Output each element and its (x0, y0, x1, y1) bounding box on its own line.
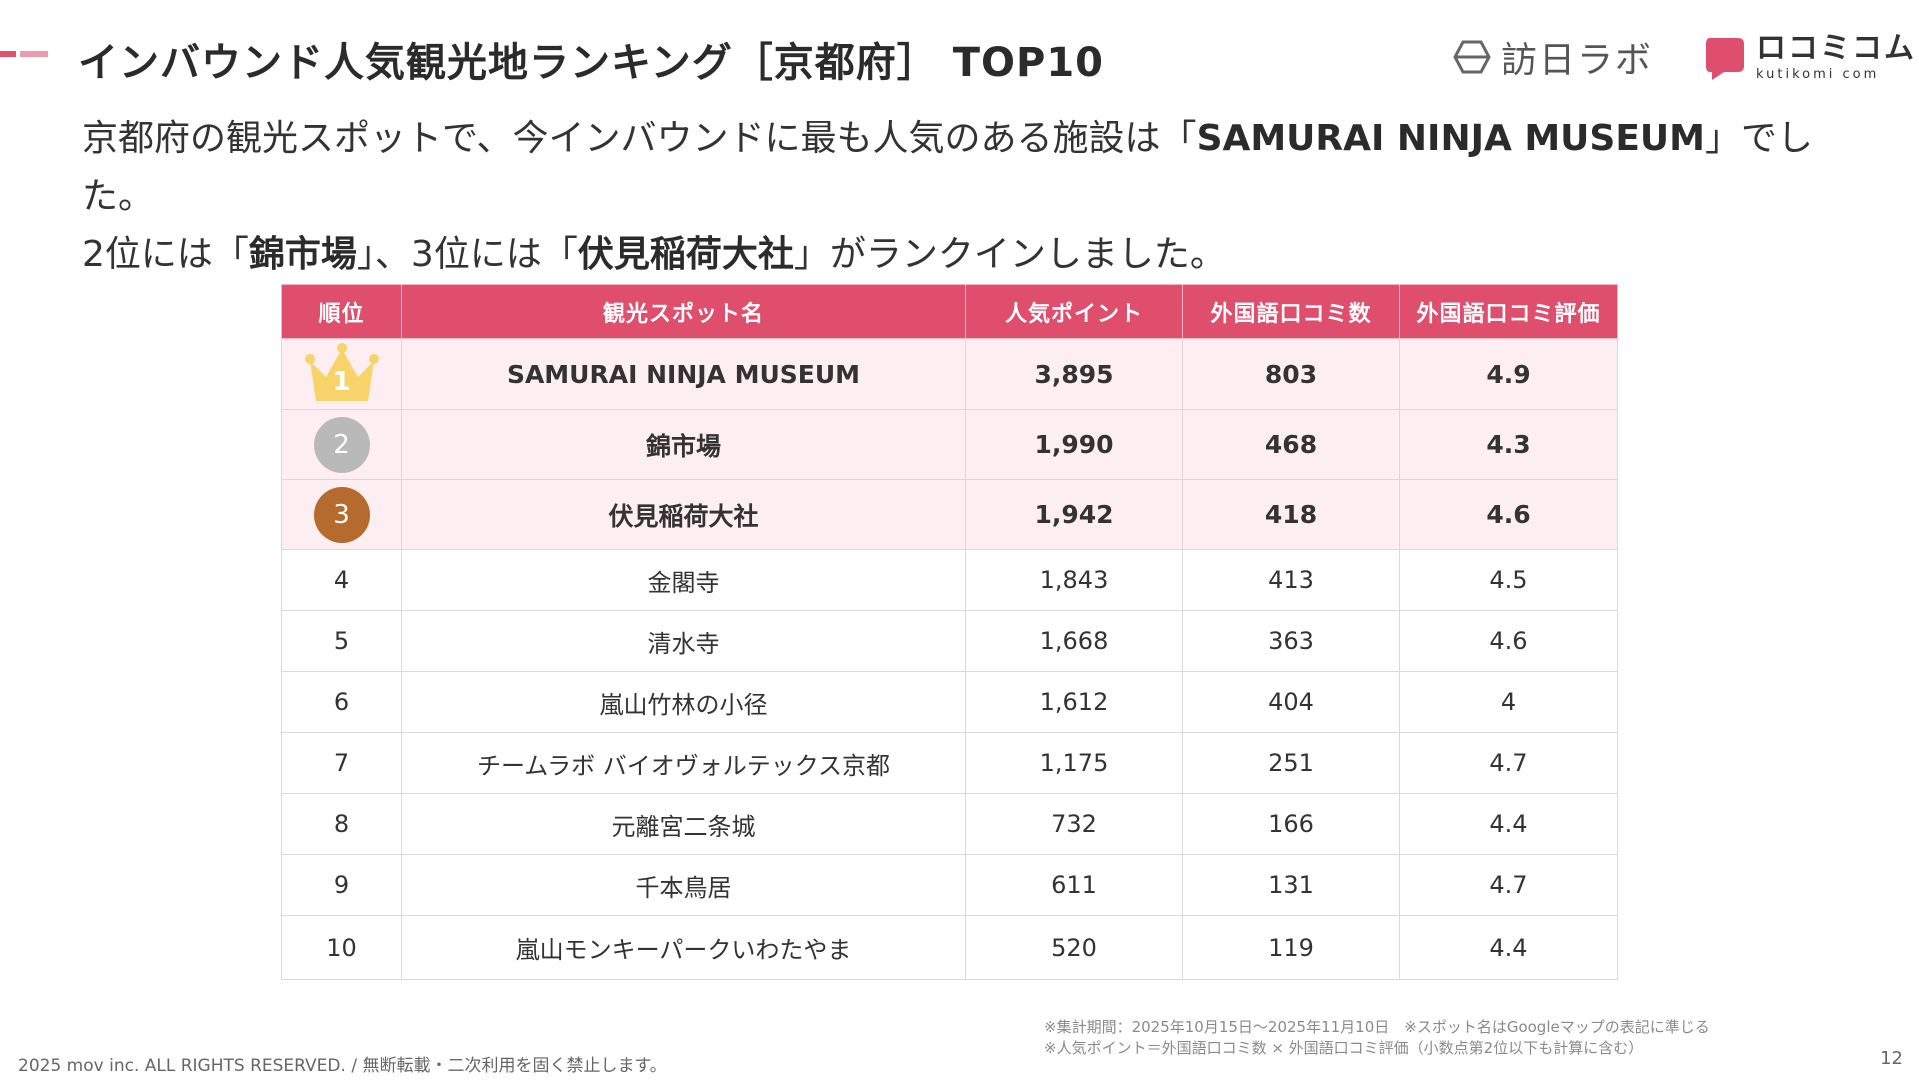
rank-cell: 5 (281, 610, 402, 672)
rank-number: 1 (332, 367, 351, 397)
spot-name: 錦市場 (401, 409, 966, 480)
kuchikomi-logo-en: kutikomi com (1756, 67, 1880, 82)
rank-cell: 6 (281, 671, 402, 733)
popularity-points: 1,668 (965, 610, 1183, 672)
table-row: 3 伏見稲荷大社 1,942 418 4.6 (281, 479, 1618, 550)
table-row: 2 錦市場 1,990 468 4.3 (281, 409, 1618, 480)
popularity-points: 1,843 (965, 549, 1183, 611)
gold-crown-icon: 1 (302, 343, 382, 405)
header-spot-name: 観光スポット名 (401, 284, 966, 339)
lead-paragraph-1: 京都府の観光スポットで、今インバウンドに最も人気のある施設は「SAMURAI N… (82, 118, 1814, 217)
houni-labo-mark-icon (1453, 40, 1491, 74)
spot-name: 清水寺 (401, 610, 966, 672)
rank-cell: 2 (281, 409, 402, 480)
rank-cell: 4 (281, 549, 402, 611)
footnotes: ※集計期間：2025年10月15日〜2025年11月10日 ※スポット名はGoo… (1044, 1017, 1710, 1059)
spot-name: 金閣寺 (401, 549, 966, 611)
review-rating: 4.7 (1399, 732, 1618, 794)
popularity-points: 1,942 (965, 479, 1183, 550)
spot-name: SAMURAI NINJA MUSEUM (401, 338, 966, 410)
lead-paragraph-2: 2位には「錦市場」、3位には「伏見稲荷大社」がランクインしました。 (82, 234, 1226, 275)
lead-text: 京都府の観光スポットで、今インバウンドに最も人気のある施設は「SAMURAI N… (82, 110, 1822, 284)
review-rating: 4.6 (1399, 479, 1618, 550)
copyright-notice: 2025 mov inc. ALL RIGHTS RESERVED. / 無断転… (18, 1056, 667, 1076)
header-review-count: 外国語口コミ数 (1182, 284, 1400, 339)
review-count: 131 (1182, 854, 1400, 916)
spot-name: 伏見稲荷大社 (401, 479, 966, 550)
kuchikomi-logo-jp: ロコミコム (1756, 31, 1916, 66)
popularity-points: 1,175 (965, 732, 1183, 794)
review-rating: 4.4 (1399, 915, 1618, 980)
review-rating: 4 (1399, 671, 1618, 733)
review-rating: 4.3 (1399, 409, 1618, 480)
rank-cell: 7 (281, 732, 402, 794)
review-count: 251 (1182, 732, 1400, 794)
page-number: 12 (1880, 1048, 1903, 1069)
popularity-points: 611 (965, 854, 1183, 916)
silver-medal-icon: 2 (313, 416, 370, 473)
header-points: 人気ポイント (965, 284, 1183, 339)
rank-cell: 1 (281, 338, 402, 410)
accent-bar-dark (0, 51, 16, 57)
table-row: 8 元離宮二条城 732 166 4.4 (281, 793, 1618, 855)
review-rating: 4.5 (1399, 549, 1618, 611)
houni-labo-logo-text: 訪日ラボ (1501, 40, 1654, 81)
table-row: 4 金閣寺 1,843 413 4.5 (281, 549, 1618, 611)
review-count: 119 (1182, 915, 1400, 980)
review-count: 803 (1182, 338, 1400, 410)
page-title: インバウンド人気観光地ランキング［京都府］ TOP10 (78, 40, 1104, 86)
review-count: 363 (1182, 610, 1400, 672)
lead-highlight-fushimi: 伏見稲荷大社 (577, 234, 794, 275)
rank-cell: 9 (281, 854, 402, 916)
review-rating: 4.7 (1399, 854, 1618, 916)
spot-name: 嵐山モンキーパークいわたやま (401, 915, 966, 980)
popularity-points: 1,612 (965, 671, 1183, 733)
table-header-row: 順位 観光スポット名 人気ポイント 外国語口コミ数 外国語口コミ評価 (281, 284, 1618, 339)
ranking-table: 順位 観光スポット名 人気ポイント 外国語口コミ数 外国語口コミ評価 1 S (281, 284, 1618, 980)
popularity-points: 520 (965, 915, 1183, 980)
spot-name: 千本鳥居 (401, 854, 966, 916)
review-count: 166 (1182, 793, 1400, 855)
table-row: 1 SAMURAI NINJA MUSEUM 3,895 803 4.9 (281, 338, 1618, 410)
spot-name: チームラボ バイオヴォルテックス京都 (401, 732, 966, 794)
table-row: 9 千本鳥居 611 131 4.7 (281, 854, 1618, 916)
header-review-rating: 外国語口コミ評価 (1399, 284, 1618, 339)
table-row: 7 チームラボ バイオヴォルテックス京都 1,175 251 4.7 (281, 732, 1618, 794)
spot-name: 嵐山竹林の小径 (401, 671, 966, 733)
table-row: 6 嵐山竹林の小径 1,612 404 4 (281, 671, 1618, 733)
popularity-points: 1,990 (965, 409, 1183, 480)
title-accent-bar (0, 51, 48, 57)
review-rating: 4.6 (1399, 610, 1618, 672)
footnote-line-1: ※集計期間：2025年10月15日〜2025年11月10日 ※スポット名はGoo… (1044, 1018, 1710, 1036)
review-count: 418 (1182, 479, 1400, 550)
review-count: 413 (1182, 549, 1400, 611)
rank-cell: 10 (281, 915, 402, 980)
review-rating: 4.4 (1399, 793, 1618, 855)
lead-highlight-museum: SAMURAI NINJA MUSEUM (1196, 118, 1705, 159)
kuchikomi-com-logo: ロコミコム kutikomi com (1706, 34, 1916, 81)
rank-cell: 8 (281, 793, 402, 855)
review-rating: 4.9 (1399, 338, 1618, 410)
speech-bubble-icon (1706, 37, 1744, 80)
footnote-line-2: ※人気ポイント＝外国語口コミ数 × 外国語口コミ評価（小数点第2位以下も計算に含… (1044, 1039, 1644, 1057)
lead-highlight-nishiki: 錦市場 (248, 234, 357, 275)
table-row: 10 嵐山モンキーパークいわたやま 520 119 4.4 (281, 915, 1618, 980)
houni-labo-logo: 訪日ラボ (1453, 34, 1654, 81)
bronze-medal-icon: 3 (313, 486, 370, 543)
review-count: 404 (1182, 671, 1400, 733)
popularity-points: 732 (965, 793, 1183, 855)
spot-name: 元離宮二条城 (401, 793, 966, 855)
popularity-points: 3,895 (965, 338, 1183, 410)
accent-bar-light (20, 51, 48, 57)
review-count: 468 (1182, 409, 1400, 480)
header-rank: 順位 (281, 284, 402, 339)
rank-cell: 3 (281, 479, 402, 550)
table-row: 5 清水寺 1,668 363 4.6 (281, 610, 1618, 672)
